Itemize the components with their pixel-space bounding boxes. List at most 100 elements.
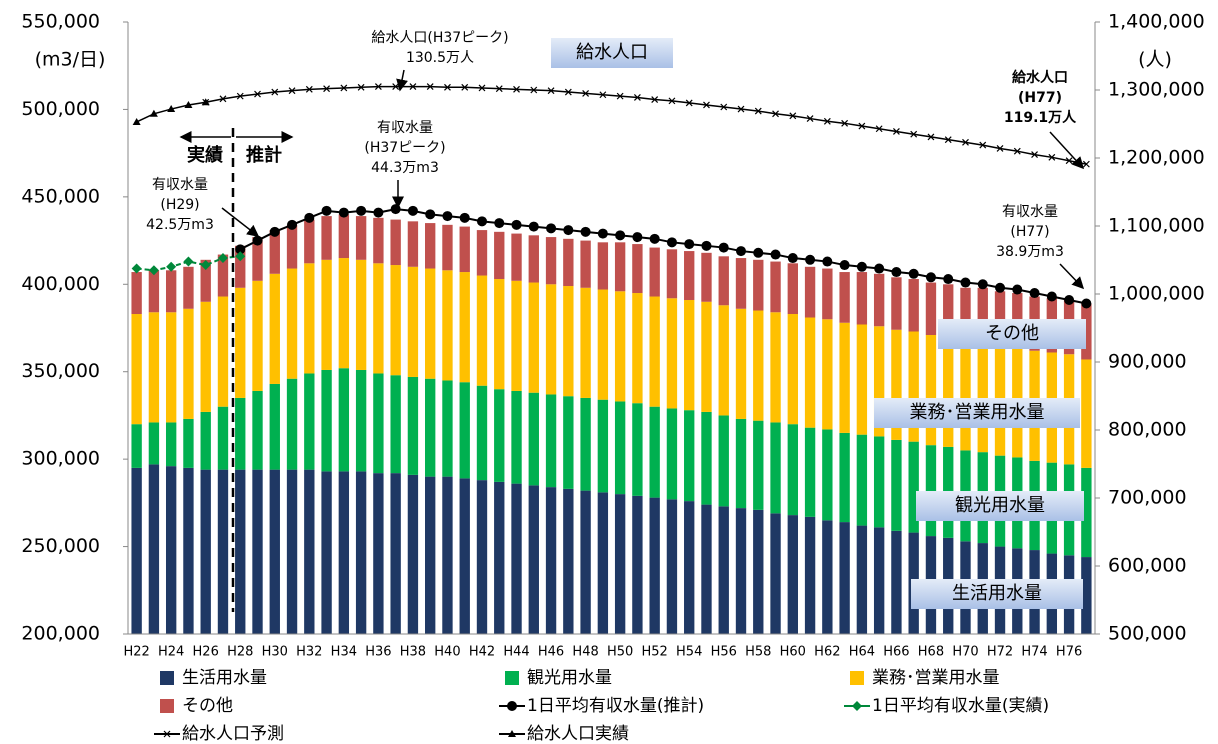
bar [563, 488, 574, 634]
bar [217, 254, 229, 297]
bar [459, 478, 470, 634]
bar [787, 515, 798, 634]
point [323, 85, 331, 93]
bar [891, 439, 902, 531]
bar [373, 217, 384, 264]
annotation-arrow [396, 69, 408, 92]
point [564, 88, 572, 96]
x-tick-label: H44 [503, 645, 529, 660]
bar [839, 322, 850, 433]
annotation-arrow [1049, 131, 1085, 170]
point [494, 218, 505, 229]
bar [718, 415, 729, 507]
point [131, 263, 142, 274]
annotation: 130.5万人 [406, 50, 474, 66]
x-tick-label: H60 [780, 645, 806, 660]
bar [804, 317, 816, 428]
bar [321, 369, 332, 472]
bar [735, 258, 747, 309]
bar [217, 296, 229, 407]
legend-item: 観光用水量 [505, 668, 612, 688]
y-tick-label: 450,000 [21, 185, 100, 207]
bar [891, 530, 902, 634]
legend-swatch [160, 699, 174, 713]
point [252, 235, 263, 246]
point [858, 122, 866, 130]
bar [649, 406, 660, 498]
bar [856, 272, 868, 325]
bar [787, 424, 798, 516]
segment-label: 生活用水量 [952, 583, 1042, 604]
bar [822, 268, 833, 320]
point [1065, 157, 1073, 165]
bar [148, 312, 160, 423]
bar [407, 376, 419, 475]
x-tick-label: H24 [158, 645, 184, 660]
y2-tick-label: 1,000,000 [1108, 283, 1205, 305]
point [236, 92, 244, 100]
bar [873, 527, 885, 634]
annotation-arrow [221, 207, 260, 237]
x-tick-label: H42 [469, 645, 495, 660]
legend-label: 観光用水量 [527, 668, 612, 688]
legend-label: その他 [182, 696, 233, 716]
bar [338, 258, 350, 369]
bar [580, 240, 591, 288]
point [546, 223, 557, 234]
point [166, 261, 177, 272]
x-tick-label: H26 [193, 645, 219, 660]
y-tick-label: 250,000 [21, 535, 100, 557]
legend-label: 給水人口実績 [527, 724, 629, 744]
bar [442, 380, 453, 477]
y2-tick-label: 800,000 [1108, 419, 1187, 441]
point [580, 226, 591, 237]
y2-tick-label: 1,100,000 [1108, 215, 1205, 237]
point [217, 253, 228, 264]
bar [753, 509, 764, 634]
bar [1081, 467, 1092, 558]
annotation: 有収水量 [152, 177, 208, 193]
point [839, 260, 850, 271]
point [996, 145, 1004, 152]
segment-label: 給水人口 [576, 42, 648, 63]
bar [476, 480, 488, 634]
bar [183, 467, 194, 634]
point [772, 110, 779, 118]
bar [494, 481, 505, 634]
bar [597, 242, 609, 290]
bar [235, 287, 246, 398]
point [874, 263, 885, 274]
bar [597, 492, 609, 634]
bar [355, 369, 367, 472]
annotation: (H77) [1010, 224, 1049, 240]
bar [442, 476, 453, 634]
bar [822, 429, 833, 521]
bar [286, 469, 298, 634]
point [649, 233, 660, 244]
bar [148, 270, 160, 313]
bar [804, 516, 816, 634]
bar [165, 312, 177, 423]
point [563, 225, 574, 236]
bar [701, 411, 712, 505]
legend-item: その他 [160, 696, 233, 716]
bar [701, 301, 712, 412]
bar [390, 375, 401, 474]
legend-item: 業務･営業用水量 [850, 668, 1000, 688]
bar [804, 266, 816, 318]
bar [407, 474, 419, 634]
point [149, 109, 158, 117]
point [615, 230, 626, 241]
point [892, 128, 900, 135]
bar [304, 263, 315, 374]
bar [856, 324, 868, 435]
point [1048, 153, 1056, 161]
annotation: 給水人口(H37ピーク) [371, 30, 508, 46]
point [340, 84, 348, 92]
label-box [911, 579, 1083, 609]
bar [908, 331, 919, 442]
bar [148, 422, 160, 465]
bar [666, 499, 678, 634]
point [1082, 160, 1090, 168]
point [1012, 284, 1023, 295]
